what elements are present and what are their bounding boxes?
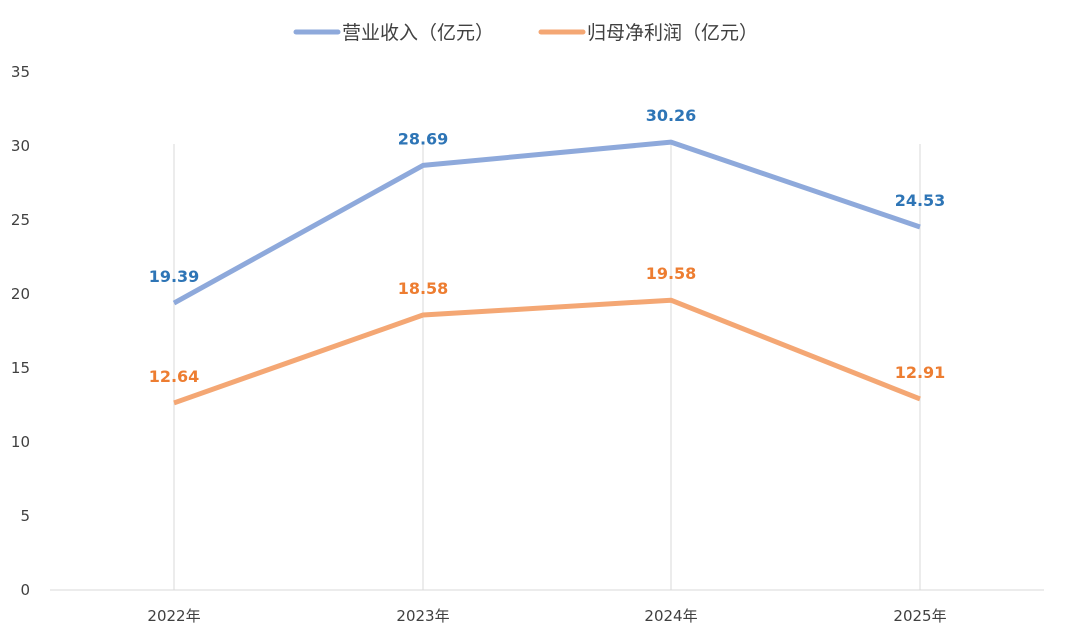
data-labels: 19.39 28.69 30.26 24.53 12.64 18.58 19.58 12.91: [149, 106, 946, 386]
data-label: 12.91: [895, 363, 946, 382]
y-tick-label: 35: [11, 63, 30, 81]
data-label: 24.53: [895, 191, 946, 210]
legend-label-0: 营业收入（亿元）: [342, 22, 494, 44]
legend: 营业收入（亿元） 归母净利润（亿元）: [293, 22, 758, 44]
gridlines: [173, 144, 921, 590]
series-lines: [172, 139, 921, 406]
axes: 0 5 10 15 20 25 30 35 2022年 2023年 2024年 2025年: [11, 63, 1044, 625]
data-label: 12.64: [149, 367, 200, 386]
y-tick-label: 25: [11, 211, 30, 229]
x-tick-label: 2025年: [893, 607, 946, 625]
y-tick-label: 5: [20, 507, 30, 525]
series-line-0: [172, 139, 921, 306]
y-tick-label: 0: [20, 581, 30, 599]
data-label: 18.58: [398, 279, 449, 298]
y-tick-label: 10: [11, 433, 30, 451]
data-label: 19.39: [149, 267, 200, 286]
data-label: 30.26: [646, 106, 697, 125]
x-tick-label: 2022年: [147, 607, 200, 625]
x-tick-label: 2023年: [396, 607, 449, 625]
legend-label-1: 归母净利润（亿元）: [587, 22, 758, 44]
series-line-1: [173, 297, 921, 406]
x-tick-label: 2024年: [644, 607, 697, 625]
y-tick-label: 15: [11, 359, 30, 377]
data-label: 19.58: [646, 264, 697, 283]
y-tick-label: 30: [11, 137, 30, 155]
y-tick-label: 20: [11, 285, 30, 303]
data-label: 28.69: [398, 129, 449, 148]
